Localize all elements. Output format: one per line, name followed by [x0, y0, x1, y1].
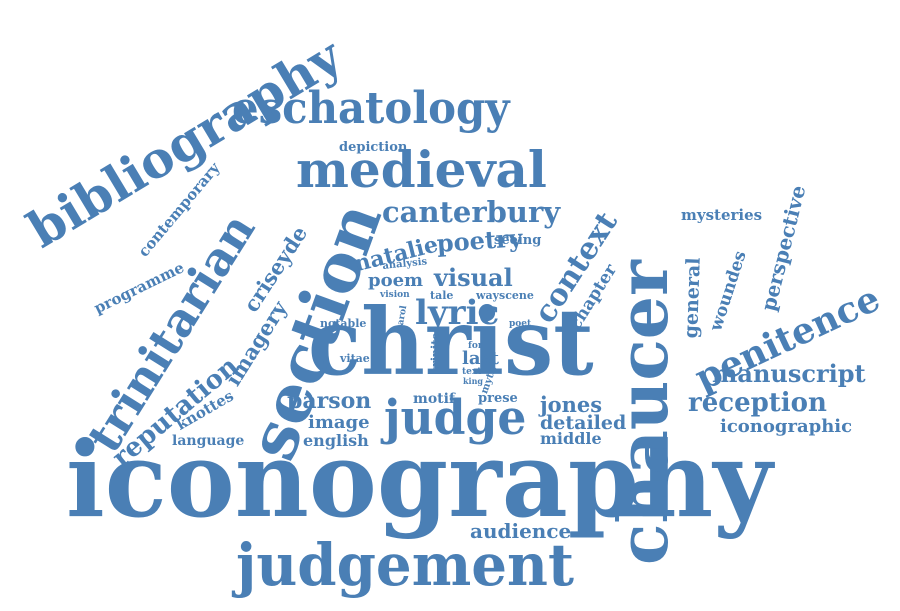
word-manuscript: manuscript	[712, 359, 866, 388]
word-middle: middle	[540, 429, 602, 448]
word-motif: motif	[413, 391, 455, 407]
word-tale: tale	[430, 289, 454, 302]
word-christ: christ	[308, 288, 594, 396]
word-last: last	[462, 348, 499, 369]
word-perspective: perspective	[756, 182, 811, 314]
word-iconographic: iconographic	[720, 416, 853, 437]
word-parson: parson	[287, 388, 372, 414]
word-seeing: seeing	[494, 233, 542, 248]
word-woundes: woundes	[706, 248, 751, 334]
word-scene: scene	[499, 289, 534, 302]
word-visual: visual	[434, 263, 513, 292]
word-jones: jones	[540, 392, 603, 417]
word-reception: reception	[688, 388, 827, 418]
word-notable: notable	[320, 317, 367, 330]
word-lyric: lyric	[415, 293, 500, 333]
word-language: language	[172, 433, 245, 449]
word-king: king	[463, 376, 483, 386]
word-eschatology: eschatology	[232, 83, 510, 134]
word-english: english	[303, 431, 369, 450]
word-iconography: iconography	[66, 418, 773, 541]
word-trinite: trinite	[429, 332, 442, 372]
word-prese: prese	[478, 391, 518, 406]
word-judgement: judgement	[236, 531, 574, 599]
word-detailed: detailed	[540, 412, 627, 434]
word-mysteries: mysteries	[681, 206, 763, 224]
word-vision: vision	[380, 290, 410, 300]
word-way: way	[476, 289, 499, 302]
word-canterbury: canterbury	[382, 195, 561, 229]
word-image: image	[308, 412, 370, 433]
word-fon: fon	[468, 341, 485, 351]
word-vitae: vitae	[340, 352, 370, 365]
word-general: general	[680, 257, 705, 339]
word-audience: audience	[470, 519, 572, 543]
word-depiction: depiction	[339, 140, 408, 155]
word-medieval: medieval	[296, 140, 547, 199]
word-poet: poet	[509, 319, 532, 329]
word-text: text	[462, 367, 482, 377]
word-poem: poem	[368, 270, 424, 291]
word-judge: judge	[384, 390, 527, 446]
